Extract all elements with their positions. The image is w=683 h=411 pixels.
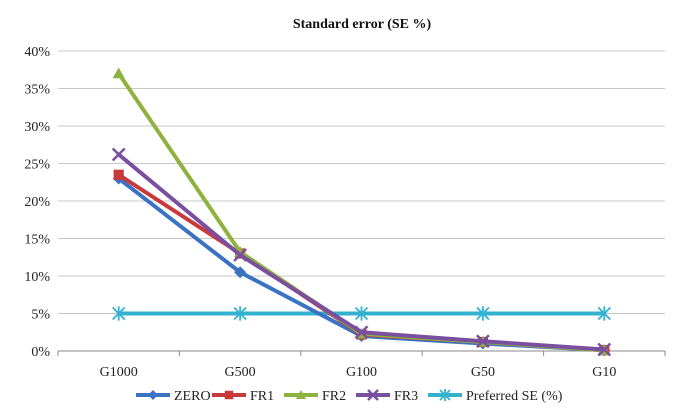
data-point-fr2: [112, 67, 125, 79]
data-point-preferred-se: [233, 306, 247, 321]
y-tick-label: 35%: [24, 83, 50, 98]
series-fr3: [111, 147, 612, 357]
data-point-fr3: [476, 334, 490, 349]
legend-marker-preferred-se: [439, 389, 451, 401]
legend-item-fr1: FR1: [212, 389, 274, 404]
y-tick-label: 20%: [24, 195, 50, 210]
x-tick-label: G50: [471, 365, 495, 380]
legend-item-fr3: FR3: [356, 389, 418, 404]
data-point-fr3: [233, 248, 247, 262]
series-line-zero: [116, 176, 607, 353]
legend-marker-fr2: [296, 390, 306, 399]
series-preferred-se: [112, 306, 611, 321]
data-point-preferred-se: [112, 306, 126, 321]
legend-item-preferred-se: Preferred SE (%): [428, 389, 563, 404]
series-fr1: [113, 169, 610, 356]
legend-marker-zero: [148, 390, 158, 400]
legend-label: FR1: [250, 389, 274, 404]
y-tick-label: 40%: [24, 45, 50, 60]
legend-label: Preferred SE (%): [466, 389, 563, 404]
legend-item-zero: ZERO: [136, 389, 211, 404]
data-point-fr3: [354, 325, 369, 340]
legend: ZERO FR1 FR2 FR3 Preferred SE (%): [136, 389, 563, 404]
y-tick-label: 0%: [31, 345, 50, 360]
legend-label: FR2: [322, 389, 346, 404]
legend-label: ZERO: [174, 389, 211, 404]
data-point-fr3: [597, 342, 612, 357]
data-point-fr3: [111, 147, 126, 162]
x-tick-label: G100: [346, 365, 377, 380]
y-axis: 0% 5% 10% 15% 20% 25% 30% 35% 40%: [24, 45, 50, 360]
y-tick-label: 10%: [24, 270, 50, 285]
x-tick-label: G500: [225, 365, 256, 380]
x-tick-label: G10: [592, 365, 616, 380]
y-tick-label: 15%: [24, 233, 50, 248]
legend-label: FR3: [394, 389, 418, 404]
x-axis: G1000 G500 G100 G50 G10: [57, 351, 666, 380]
chart-title: Standard error (SE %): [293, 17, 432, 32]
data-point-preferred-se: [597, 306, 611, 321]
x-tick-label: G1000: [100, 365, 138, 380]
y-tick-label: 30%: [24, 120, 50, 135]
data-point-preferred-se: [354, 306, 369, 321]
legend-item-fr2: FR2: [284, 389, 346, 404]
y-tick-label: 25%: [24, 158, 50, 173]
y-tick-label: 5%: [31, 308, 50, 323]
series-group: [111, 67, 612, 357]
legend-marker-fr1: [224, 390, 234, 400]
data-point-preferred-se: [476, 306, 490, 321]
legend-marker-fr3: [367, 389, 379, 401]
data-point-zero: [234, 266, 247, 279]
data-point-fr1: [113, 169, 124, 180]
